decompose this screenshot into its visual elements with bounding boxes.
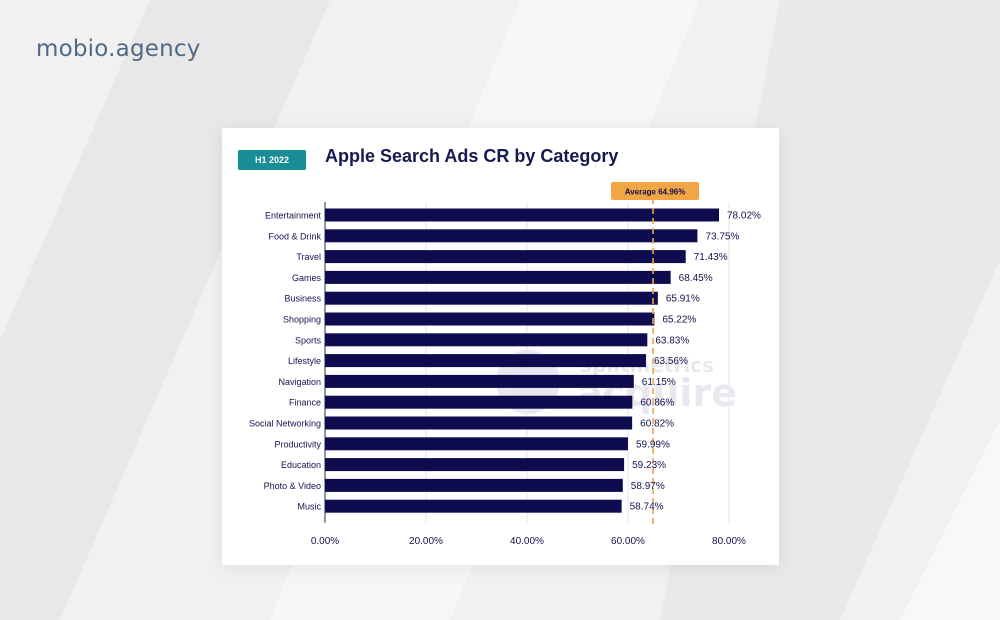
- value-label: 63.56%: [654, 356, 688, 367]
- value-label: 78.02%: [727, 211, 761, 222]
- category-label: Entertainment: [265, 211, 322, 221]
- category-label: Business: [284, 294, 321, 304]
- value-label: 65.91%: [666, 294, 700, 305]
- category-label: Productivity: [274, 439, 321, 449]
- bar: [325, 416, 633, 430]
- bar: [325, 229, 698, 243]
- category-label: Photo & Video: [264, 481, 321, 491]
- category-label: Food & Drink: [268, 231, 321, 241]
- bar: [325, 458, 625, 472]
- category-label: Shopping: [283, 315, 321, 325]
- value-label: 60.86%: [640, 398, 674, 409]
- x-tick-label: 80.00%: [712, 536, 746, 547]
- average-label: Average 64.96%: [625, 188, 686, 197]
- value-label: 65.22%: [662, 315, 696, 326]
- value-label: 63.83%: [655, 335, 689, 346]
- bar-chart: splitmetrics acquire Average 64.96% 0.00…: [249, 182, 761, 547]
- category-label: Travel: [296, 252, 321, 262]
- value-label: 58.74%: [630, 502, 664, 513]
- category-label: Finance: [289, 398, 321, 408]
- bar: [325, 270, 671, 284]
- value-label: 59.23%: [632, 460, 666, 471]
- chart-title: Apple Search Ads CR by Category: [325, 146, 619, 166]
- bar: [325, 395, 633, 409]
- period-badge: H1 2022: [238, 150, 306, 170]
- x-tick-label: 20.00%: [409, 536, 443, 547]
- category-label: Lifestyle: [288, 356, 321, 366]
- bar: [325, 354, 646, 368]
- x-tick-label: 40.00%: [510, 536, 544, 547]
- bar: [325, 499, 622, 513]
- brand-logo-text: mobio.agency: [36, 36, 201, 62]
- average-label-box: [611, 182, 700, 200]
- value-label: 61.15%: [642, 377, 676, 388]
- chart-card: H1 2022 Apple Search Ads CR by Category …: [222, 128, 779, 565]
- bar: [325, 333, 648, 347]
- bar: [325, 437, 628, 451]
- category-label: Games: [292, 273, 322, 283]
- value-label: 68.45%: [679, 273, 713, 284]
- bar: [325, 250, 686, 264]
- x-tick-label: 60.00%: [611, 536, 645, 547]
- value-label: 60.82%: [640, 419, 674, 430]
- bar: [325, 478, 623, 492]
- x-tick-label: 0.00%: [311, 536, 339, 547]
- bar: [325, 374, 634, 388]
- bar: [325, 312, 655, 326]
- category-label: Social Networking: [249, 419, 321, 429]
- category-label: Sports: [295, 335, 322, 345]
- category-label: Navigation: [278, 377, 321, 387]
- value-label: 71.43%: [694, 252, 728, 263]
- value-label: 58.97%: [631, 481, 665, 492]
- category-label: Music: [297, 502, 321, 512]
- bar: [325, 291, 658, 305]
- category-label: Education: [281, 460, 321, 470]
- value-label: 59.99%: [636, 439, 670, 450]
- bar: [325, 208, 720, 222]
- value-label: 73.75%: [705, 231, 739, 242]
